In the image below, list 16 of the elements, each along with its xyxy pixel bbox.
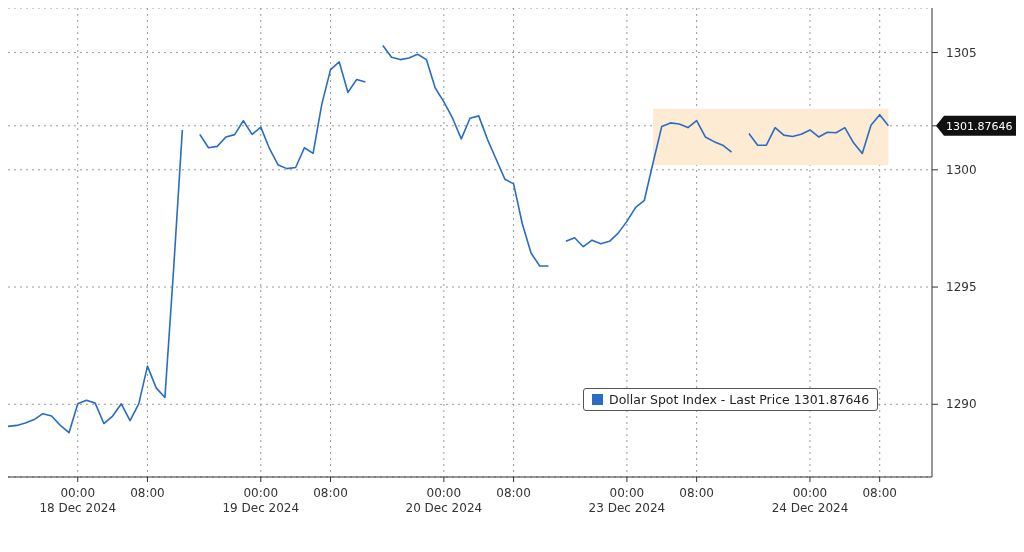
x-tick-label: 08:00 <box>130 486 165 500</box>
x-tick-label: 00:00 20 Dec 2024 <box>405 486 483 515</box>
y-tick-label: 1300 <box>946 162 977 177</box>
x-tick-label: 00:00 19 Dec 2024 <box>222 486 300 515</box>
y-tick-label: 1301.87646 <box>946 119 1013 133</box>
x-tick-label: 08:00 <box>862 486 897 500</box>
x-tick-label: 08:00 <box>679 486 714 500</box>
legend-label: Dollar Spot Index - Last Price 1301.87646 <box>609 392 870 407</box>
x-tick-label: 08:00 <box>313 486 348 500</box>
x-tick-label: 08:00 <box>496 486 531 500</box>
x-tick-label: 00:00 23 Dec 2024 <box>588 486 666 515</box>
y-tick-label: 1295 <box>946 280 977 295</box>
y-tick-label: 1290 <box>946 397 977 412</box>
x-tick-label: 00:00 24 Dec 2024 <box>771 486 849 515</box>
x-tick-label: 00:00 18 Dec 2024 <box>39 486 117 515</box>
y-tick-label: 1305 <box>946 45 977 60</box>
